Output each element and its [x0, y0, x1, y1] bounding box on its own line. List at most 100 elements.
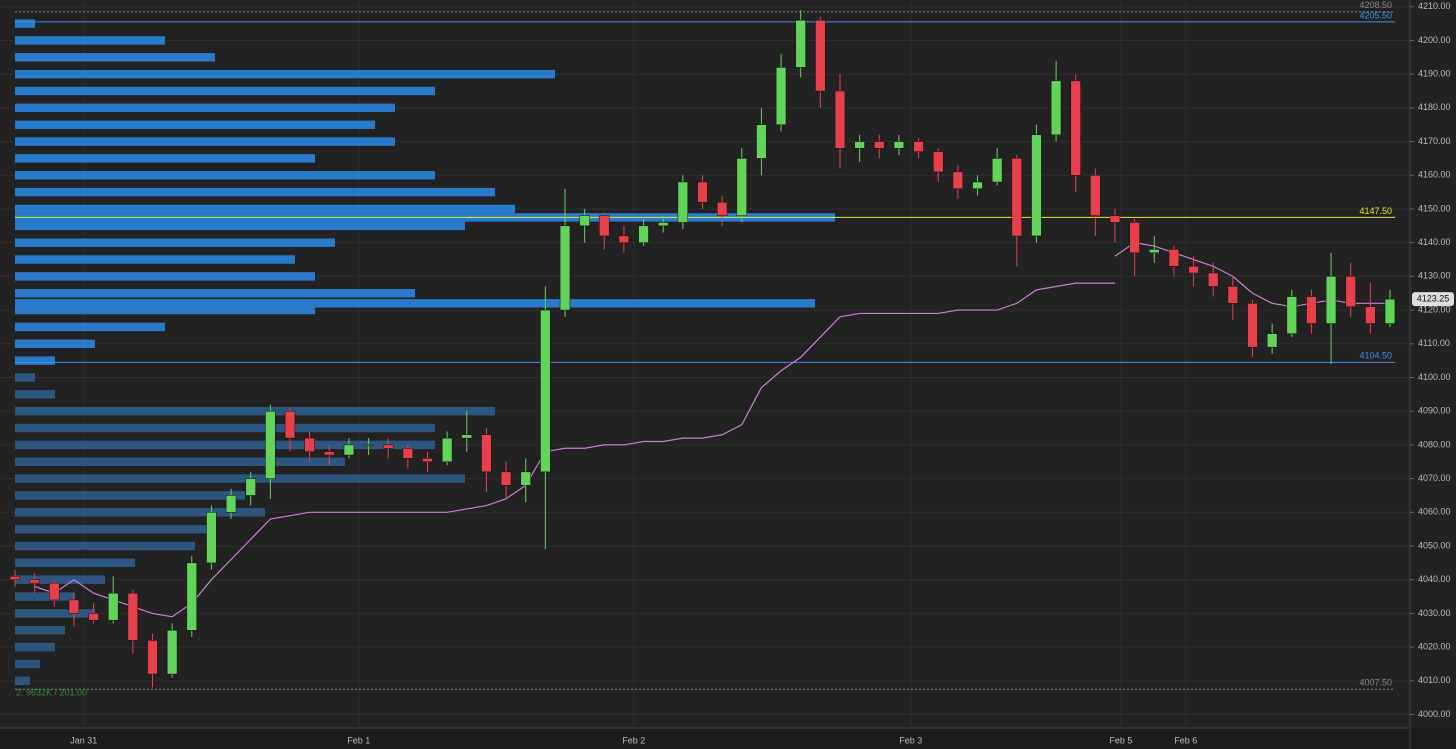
candle-body [1208, 272, 1219, 287]
candle-body [88, 613, 99, 621]
profile-bar [15, 299, 815, 308]
y-tick-label: 4150.00 [1418, 203, 1451, 213]
candle-body [1109, 215, 1121, 223]
profile-bar [15, 558, 135, 568]
profile-bar [15, 390, 55, 399]
candle-body [500, 471, 512, 486]
candle-body [49, 582, 60, 601]
candle-body [108, 592, 119, 621]
candle-body [972, 181, 983, 189]
profile-bar [15, 491, 245, 500]
profile-bar [15, 103, 395, 113]
profile-bar [15, 272, 315, 281]
candle-body [284, 410, 296, 439]
profile-bar [15, 69, 555, 79]
y-tick-label: 4180.00 [1418, 102, 1451, 112]
candle-body [206, 512, 217, 564]
y-tick-label: 4010.00 [1418, 675, 1451, 685]
profile-bar [15, 137, 395, 146]
candle-body [422, 458, 433, 462]
candle-body [1325, 276, 1337, 324]
profile-bar [15, 36, 165, 45]
profile-bar [15, 524, 215, 534]
y-tick-label: 4090.00 [1418, 406, 1451, 416]
candle-body [1345, 276, 1356, 307]
candle-body [677, 181, 689, 223]
y-tick-label: 4080.00 [1418, 439, 1451, 449]
x-tick-label: Jan 31 [70, 735, 97, 745]
candle-body [1149, 249, 1160, 254]
candle-body [1070, 80, 1081, 176]
profile-bar [15, 322, 165, 332]
profile-annotation: 2: 9632K / 201.00 [16, 687, 87, 697]
y-tick-label: 4200.00 [1418, 35, 1451, 45]
candle-body [756, 124, 767, 159]
candle-body [854, 141, 865, 149]
candle-body [1384, 298, 1396, 324]
candle-body [68, 599, 80, 614]
candle-body [166, 630, 178, 675]
profile-bar [15, 86, 435, 96]
level-label: 4205.50 [1359, 10, 1392, 20]
candle-body [481, 434, 492, 473]
candle-body [1129, 222, 1140, 254]
profile-bar [15, 154, 315, 163]
candle-body [991, 158, 1003, 183]
profile-bar [15, 676, 30, 686]
profile-bar [15, 356, 55, 365]
profile-bar [15, 592, 75, 601]
level-label: 4147.50 [1359, 206, 1392, 216]
y-tick-label: 4170.00 [1418, 136, 1451, 146]
candle-body [736, 158, 747, 216]
y-tick-label: 4020.00 [1418, 641, 1451, 651]
candle-body [952, 171, 964, 189]
candle-body [834, 90, 846, 149]
vwap-line [34, 282, 1115, 618]
vwap-line [1114, 242, 1390, 308]
profile-bar [15, 187, 495, 197]
candle-body [147, 640, 158, 675]
candle-body [127, 592, 139, 641]
candle-body [1266, 333, 1278, 348]
profile-bar [15, 575, 105, 584]
profile-bar [15, 305, 315, 315]
candle-body [1306, 296, 1317, 324]
profile-bar [15, 221, 465, 231]
candle-body [893, 141, 905, 149]
y-tick-label: 4210.00 [1418, 1, 1451, 11]
y-tick-label: 4060.00 [1418, 507, 1451, 517]
candle-body [363, 444, 374, 447]
profile-bar [15, 508, 265, 517]
candle-body [716, 201, 728, 216]
y-tick-label: 4130.00 [1418, 271, 1451, 281]
x-tick-label: Feb 5 [1109, 735, 1132, 745]
candle-body [1031, 134, 1042, 237]
profile-bar [15, 626, 65, 635]
y-tick-label: 4100.00 [1418, 372, 1451, 382]
candle-body [461, 434, 472, 439]
candle-body [775, 67, 787, 125]
profile-bar [15, 255, 295, 264]
candle-body [1188, 266, 1199, 274]
profile-bar [15, 474, 465, 483]
candle-body [324, 451, 335, 456]
candle-body [1168, 249, 1180, 267]
profile-bar [15, 53, 215, 62]
candle-body [540, 309, 551, 473]
profile-bar [15, 204, 515, 214]
candle-body [1050, 80, 1062, 136]
level-label: 4208.50 [1359, 0, 1392, 10]
profile-bar [15, 440, 435, 450]
y-tick-label: 4110.00 [1418, 338, 1450, 348]
profile-bar [15, 289, 415, 298]
profile-bar [15, 120, 375, 129]
candle-body [579, 215, 590, 227]
candle-body [304, 437, 315, 452]
y-tick-label: 4190.00 [1418, 69, 1451, 79]
candle-body [618, 235, 630, 243]
profile-bar [15, 171, 435, 180]
y-tick-label: 4040.00 [1418, 574, 1451, 584]
candle-body [186, 562, 197, 631]
candle-body [658, 222, 669, 227]
